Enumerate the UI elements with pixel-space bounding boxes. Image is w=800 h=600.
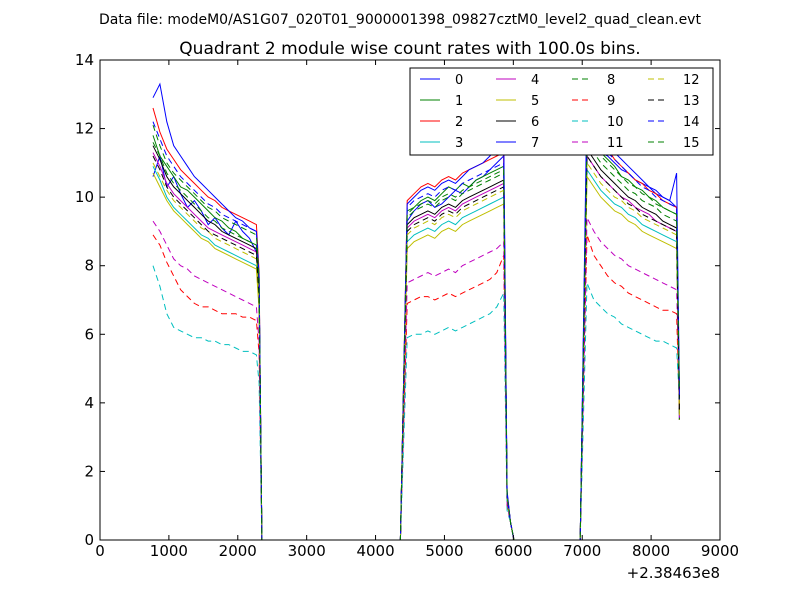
series-line-12 xyxy=(152,161,680,541)
legend-label-12: 12 xyxy=(683,73,700,88)
series-line-14 xyxy=(152,120,680,541)
series-line-5 xyxy=(152,172,680,541)
x-tick-label: 6000 xyxy=(494,542,532,560)
legend-label-1: 1 xyxy=(455,94,463,109)
x-tick-label: 1000 xyxy=(150,542,188,560)
legend-label-4: 4 xyxy=(531,73,539,88)
legend-label-0: 0 xyxy=(455,73,463,88)
series-line-13 xyxy=(152,154,680,541)
legend-label-2: 2 xyxy=(455,115,463,130)
y-tick-label: 12 xyxy=(75,120,94,138)
x-tick-label: 9000 xyxy=(701,542,739,560)
series-line-6 xyxy=(152,145,680,541)
series-line-7 xyxy=(152,82,680,541)
y-tick-label: 0 xyxy=(84,531,94,549)
x-offset-label: +2.38463e8 xyxy=(627,564,720,582)
legend-box xyxy=(409,67,714,156)
data-file-label: Data file: modeM0/AS1G07_020T01_90000013… xyxy=(99,12,701,28)
y-tick-label: 8 xyxy=(84,257,94,275)
y-tick-label: 2 xyxy=(84,462,94,480)
legend-label-10: 10 xyxy=(607,115,624,130)
legend-label-6: 6 xyxy=(531,115,539,130)
chart-title: Quadrant 2 module wise count rates with … xyxy=(179,39,640,59)
axes-frame xyxy=(99,59,721,541)
series-line-3 xyxy=(152,166,680,541)
y-tick-label: 14 xyxy=(75,51,94,69)
plot-area xyxy=(152,82,680,541)
x-tick-label: 5000 xyxy=(425,542,463,560)
legend-label-14: 14 xyxy=(683,115,700,130)
legend-label-3: 3 xyxy=(455,136,463,151)
series-line-10 xyxy=(152,265,680,541)
series-line-9 xyxy=(152,234,680,541)
series-line-4 xyxy=(152,152,680,541)
series-line-2 xyxy=(152,107,680,541)
legend-label-9: 9 xyxy=(607,94,615,109)
legend-label-11: 11 xyxy=(607,136,624,151)
legend-label-8: 8 xyxy=(607,73,615,88)
legend-label-13: 13 xyxy=(683,94,700,109)
x-tick-label: 0 xyxy=(95,542,105,560)
series-line-8 xyxy=(152,140,680,541)
axis-ticks: 0 1000 2000 3000 4000 5000 6000 7000 8000 9000 0 2 4… xyxy=(75,51,739,560)
y-tick-label: 4 xyxy=(84,394,94,412)
legend-label-15: 15 xyxy=(683,136,700,151)
x-tick-label: 4000 xyxy=(356,542,394,560)
x-tick-label: 8000 xyxy=(632,542,670,560)
y-tick-label: 10 xyxy=(75,188,94,206)
series-line-11 xyxy=(152,217,680,541)
y-tick-label: 6 xyxy=(84,325,94,343)
series-line-1 xyxy=(152,130,680,541)
x-tick-label: 2000 xyxy=(219,542,257,560)
legend-label-5: 5 xyxy=(531,94,539,109)
x-tick-label: 3000 xyxy=(288,542,326,560)
series-line-15 xyxy=(152,124,680,541)
legend-label-7: 7 xyxy=(531,136,539,151)
x-tick-label: 7000 xyxy=(563,542,601,560)
